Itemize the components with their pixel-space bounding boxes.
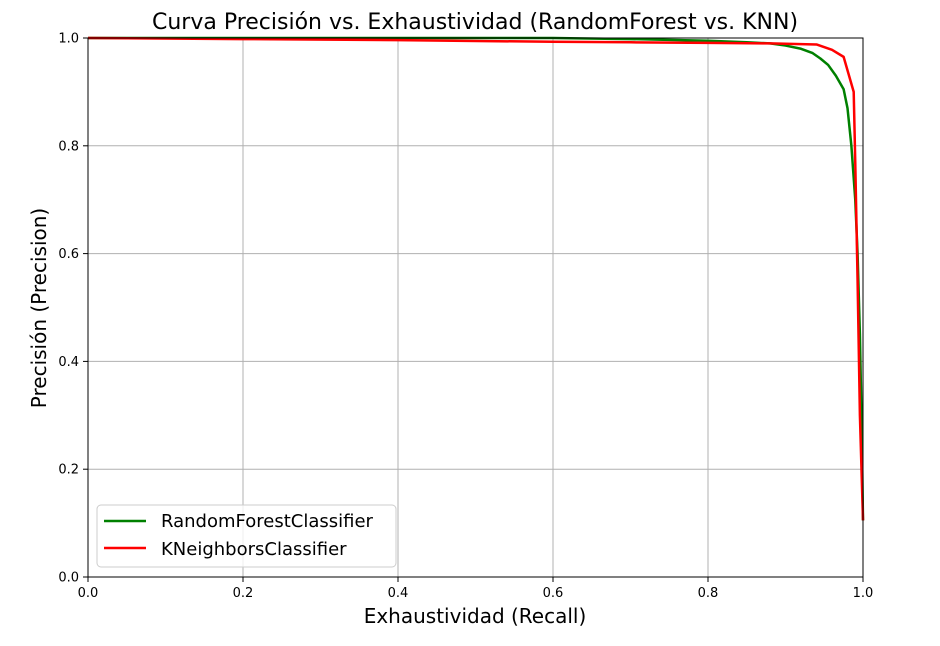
y-tick-label: 1.0 <box>58 32 79 47</box>
x-tick-label: 0.4 <box>388 586 409 601</box>
x-tick-label: 0.2 <box>233 586 254 601</box>
y-tick-label: 0.4 <box>58 355 79 370</box>
y-tick-label: 0.0 <box>58 571 79 586</box>
x-tick-label: 0.8 <box>698 586 719 601</box>
legend: RandomForestClassifier KNeighborsClassif… <box>96 504 397 568</box>
series-lines <box>87 36 865 521</box>
x-tick-label: 0.6 <box>543 586 564 601</box>
axis-ticks: 0.0 0.2 0.4 0.6 0.8 1.0 0.0 0.2 0.4 0.6 0.8 1.0 <box>58 32 873 602</box>
plot-frame <box>87 37 864 578</box>
y-tick-label: 0.2 <box>58 463 79 478</box>
chart-title: Curva Precisión vs. Exhaustividad (Rando… <box>152 10 798 35</box>
y-axis-label: Precisión (Precision) <box>27 208 51 408</box>
x-axis-label: Exhaustividad (Recall) <box>364 604 587 628</box>
legend-label-kneighbors: KNeighborsClassifier <box>161 539 347 560</box>
plot-area <box>88 38 863 577</box>
y-tick-label: 0.6 <box>58 247 79 262</box>
x-tick-label: 0.0 <box>78 586 99 601</box>
legend-label-randomforest: RandomForestClassifier <box>161 511 374 532</box>
legend-box <box>96 504 397 568</box>
y-tick-label: 0.8 <box>58 139 79 154</box>
series-line-kneighbors <box>87 36 865 521</box>
x-tick-label: 1.0 <box>853 586 874 601</box>
